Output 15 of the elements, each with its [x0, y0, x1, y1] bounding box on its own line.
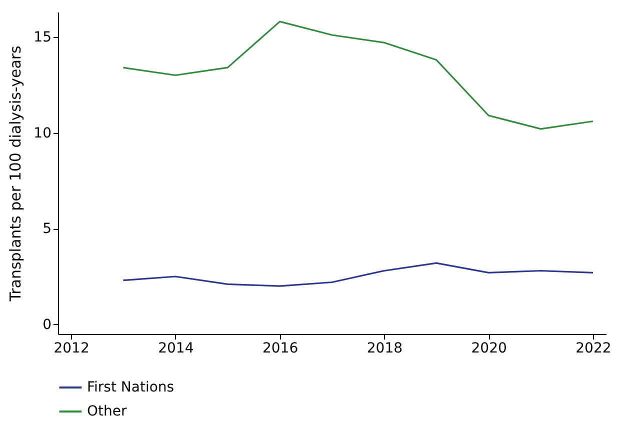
x-tick-label: 2022 [576, 340, 612, 356]
legend-label: First Nations [87, 380, 174, 396]
y-axis-title: Transplants per 100 dialysis-years [6, 45, 25, 302]
x-tick-label: 2016 [262, 340, 298, 356]
x-tick-label: 2020 [471, 340, 507, 356]
x-tick-label: 2014 [158, 340, 194, 356]
y-tick-label: 10 [34, 125, 52, 142]
y-tick-label: 15 [34, 29, 52, 46]
line-series [122, 20, 594, 130]
x-tick-label: 2012 [54, 340, 90, 356]
y-tick-label: 0 [42, 316, 52, 333]
legend-label: Other [87, 404, 127, 420]
y-tick-label: 5 [42, 221, 52, 238]
line-series [122, 262, 594, 287]
x-tick-label: 2018 [366, 340, 403, 356]
